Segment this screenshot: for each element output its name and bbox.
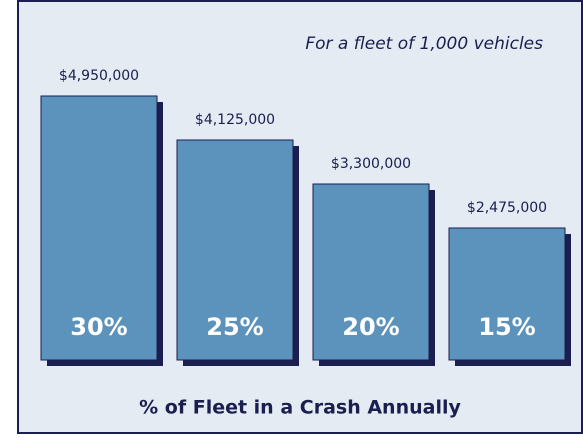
category-label: 30%: [70, 313, 127, 341]
chart-subtitle: For a fleet of 1,000 vehicles: [305, 34, 543, 54]
category-label: 15%: [478, 313, 535, 341]
bar: [176, 139, 294, 361]
category-label: 20%: [342, 313, 399, 341]
value-label: $4,125,000: [195, 112, 275, 128]
bar: [40, 95, 158, 361]
value-label: $2,475,000: [467, 200, 547, 216]
category-label: 25%: [206, 313, 263, 341]
value-label: $4,950,000: [59, 68, 139, 84]
bar: [312, 183, 430, 361]
value-label: $3,300,000: [331, 156, 411, 172]
bar: [448, 227, 566, 361]
x-axis-label: % of Fleet in a Crash Annually: [139, 397, 461, 419]
